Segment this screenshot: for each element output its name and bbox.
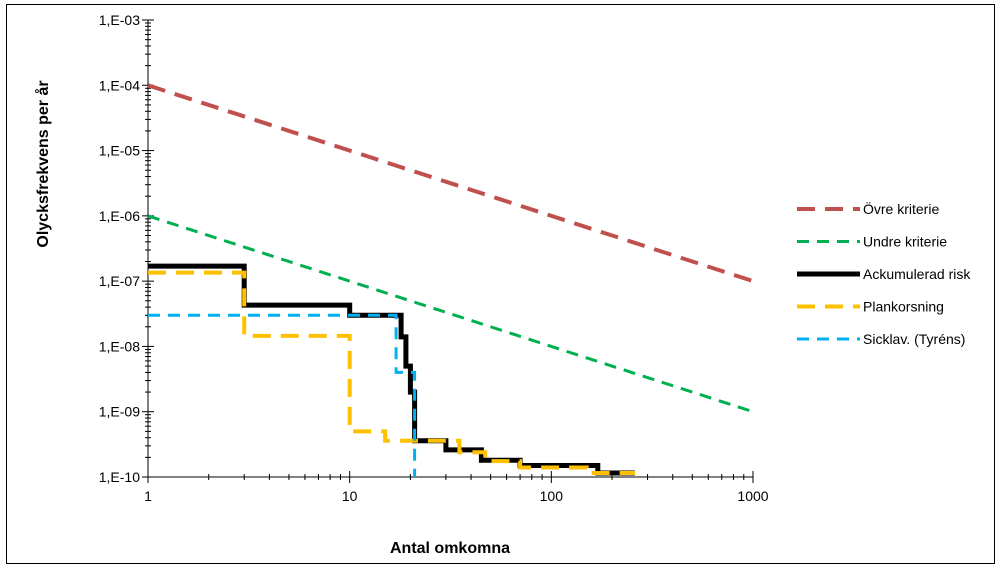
series-layer (148, 83, 754, 477)
x-tick-label: 1000 (737, 488, 768, 504)
x-tick-label: 10 (342, 488, 358, 504)
legend: Övre kriterie Undre kriterie Ackumulerad r… (797, 200, 971, 347)
legend-label: Sicklav. (Tyréns) (863, 331, 965, 347)
y-axis-title: Olycksfrekvens per år (34, 80, 52, 247)
series-line-undre-kriterie (148, 214, 754, 414)
legend-label: Övre kriterie (863, 200, 939, 217)
y-tick-label: 1,E-03 (99, 12, 140, 28)
series-line-vre-kriterie (148, 83, 754, 284)
legend-label: Plankorsning (863, 299, 944, 315)
y-tick-label: 1,E-04 (99, 77, 140, 93)
y-tick-label: 1,E-05 (99, 143, 140, 159)
y-tick-label: 1,E-09 (99, 404, 140, 420)
y-tick-label: 1,E-10 (99, 469, 140, 485)
y-tick-label: 1,E-06 (99, 208, 140, 224)
x-tick-label: 100 (540, 488, 564, 504)
y-tick-label: 1,E-08 (99, 338, 140, 354)
x-axis-title: Antal omkomna (390, 540, 510, 557)
x-tick-label: 1 (144, 488, 152, 504)
y-tick-label: 1,E-07 (99, 273, 140, 289)
legend-label: Ackumulerad risk (863, 266, 971, 282)
series-line-ackumulerad-risk (148, 263, 635, 476)
axes: 1,E-03 1,E-04 1,E-05 1,E-06 1,E-07 1,E-08 1,E-… (99, 12, 769, 504)
series-line-sicklav-tyr-ns (148, 313, 417, 477)
legend-label: Undre kriterie (863, 234, 947, 250)
chart-frame (6, 4, 995, 564)
series-line-plankorsning (148, 270, 635, 475)
